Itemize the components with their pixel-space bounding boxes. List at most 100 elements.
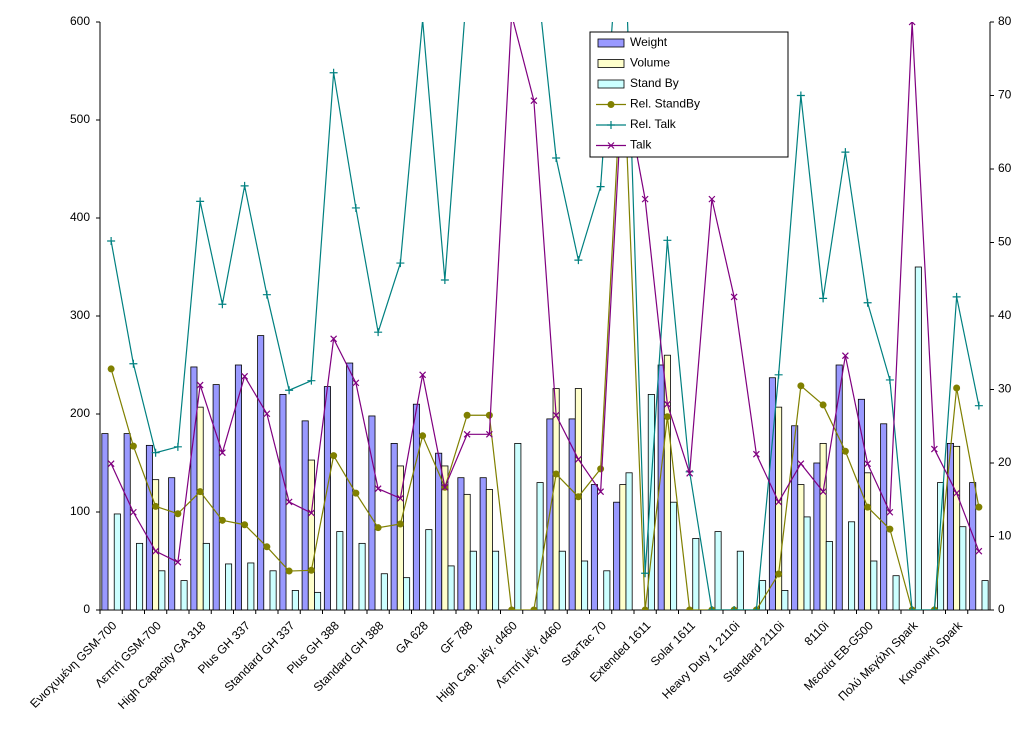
point: [908, 22, 916, 26]
point: [975, 503, 983, 511]
plot-area: [101, 22, 989, 610]
bar: [514, 442, 522, 610]
bar: [403, 577, 411, 610]
point: [886, 525, 894, 533]
point: [173, 442, 182, 451]
bar: [736, 550, 744, 610]
bar: [158, 570, 166, 610]
y2-tick-label: 30: [998, 382, 1012, 396]
bar: [670, 501, 678, 610]
point: [151, 448, 160, 457]
y2-tick-label: 40: [998, 308, 1012, 322]
point: [885, 375, 894, 384]
point: [841, 447, 849, 455]
point: [508, 606, 516, 610]
bar: [581, 560, 589, 610]
point: [708, 195, 716, 203]
point: [422, 22, 424, 24]
point: [707, 606, 716, 610]
point: [530, 97, 538, 105]
point: [730, 293, 738, 301]
point: [485, 411, 493, 419]
point: [262, 290, 271, 299]
point: [864, 460, 872, 468]
x-tick-label: Heavy Duty 1 2110i: [659, 618, 742, 701]
point: [641, 606, 649, 610]
bar: [247, 562, 255, 610]
point: [218, 449, 226, 457]
point: [196, 381, 204, 389]
bar: [123, 433, 131, 610]
point: [374, 524, 382, 532]
bar: [914, 266, 922, 610]
bar: [848, 521, 856, 610]
bar: [257, 335, 265, 610]
bar: [190, 366, 198, 610]
point: [352, 489, 360, 497]
point: [663, 413, 671, 421]
point: [552, 411, 560, 419]
legend: Weight Volume Stand By Rel. StandBy Rel. Tal…: [589, 31, 789, 158]
bar: [619, 484, 627, 610]
bar: [485, 489, 493, 610]
point: [930, 445, 938, 453]
bar: [212, 384, 220, 610]
bar: [969, 482, 977, 610]
point: [352, 379, 360, 387]
point: [908, 606, 917, 610]
bar: [101, 433, 109, 610]
bar: [492, 550, 500, 610]
point: [819, 401, 827, 409]
bar: [145, 444, 153, 610]
point: [107, 365, 115, 373]
y-tick-label: 0: [83, 602, 90, 616]
bar: [613, 501, 621, 610]
bar: [234, 364, 242, 610]
point: [730, 606, 739, 610]
point: [307, 566, 315, 574]
bar: [825, 541, 833, 610]
point: [663, 400, 671, 408]
y-tick-label: 500: [70, 112, 90, 126]
point: [641, 195, 649, 203]
x-tick-label: GF 788: [437, 618, 475, 656]
point: [686, 606, 694, 610]
point: [285, 498, 293, 506]
point: [552, 153, 561, 162]
bar: [864, 472, 872, 610]
bar: [301, 420, 309, 610]
y-tick-label: 200: [70, 406, 90, 420]
point: [285, 567, 293, 575]
bar: [590, 484, 598, 610]
point: [952, 292, 961, 301]
point: [374, 485, 382, 493]
point: [930, 606, 939, 610]
point: [864, 503, 872, 511]
y2-tick-label: 20: [998, 455, 1012, 469]
bar: [880, 423, 888, 610]
point: [396, 494, 404, 502]
bar: [457, 477, 465, 610]
y2-tick-label: 10: [998, 529, 1012, 543]
bar: [196, 406, 204, 610]
point: [107, 237, 116, 246]
point: [752, 606, 761, 610]
bar: [469, 550, 477, 610]
bar: [336, 531, 344, 610]
x-tick-label: High Cap. μέγ. d460: [433, 618, 520, 705]
bar: [425, 529, 433, 610]
bar: [279, 393, 287, 610]
bar: [269, 570, 277, 610]
point: [129, 442, 137, 450]
point: [107, 460, 115, 468]
bar: [775, 406, 783, 610]
legend-label: Rel. Talk: [630, 117, 677, 131]
point: [174, 558, 182, 566]
point: [351, 203, 360, 212]
bar: [797, 484, 805, 610]
bar: [759, 580, 767, 610]
bar: [870, 560, 878, 610]
bar: [835, 364, 843, 610]
bar: [479, 477, 487, 610]
